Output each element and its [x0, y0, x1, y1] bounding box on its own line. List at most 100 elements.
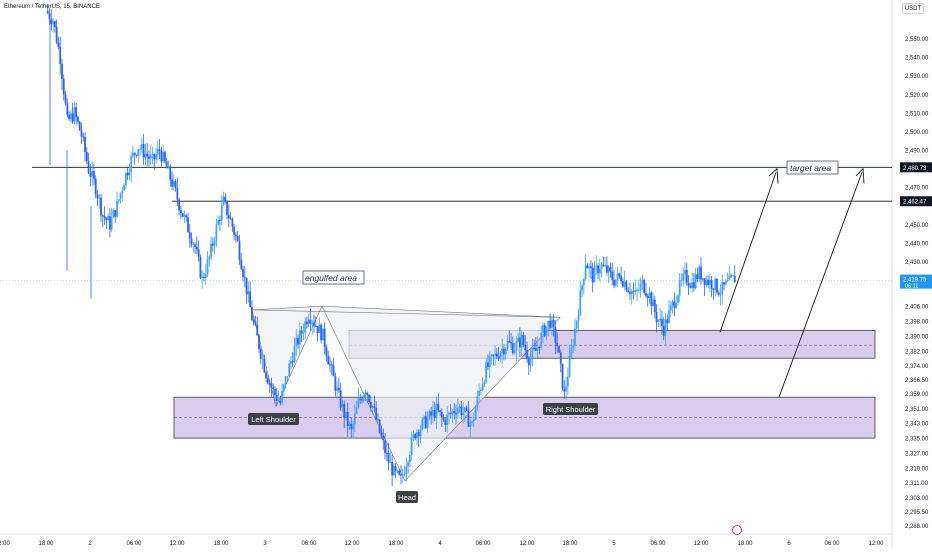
candle-body — [669, 305, 672, 311]
candle-body — [53, 21, 56, 27]
candle-body — [329, 364, 331, 366]
candle-body — [201, 276, 204, 278]
candle-body — [300, 330, 303, 334]
candle-body — [142, 144, 145, 158]
candle-body — [426, 418, 429, 428]
candle-body — [165, 161, 168, 169]
time-tick-label: 3 — [263, 541, 267, 547]
candle-body — [132, 152, 134, 156]
candle-body — [268, 383, 271, 385]
candle-body — [249, 291, 252, 307]
candle-body — [536, 346, 539, 351]
candle-body — [174, 181, 177, 188]
candle-body — [432, 410, 434, 416]
candle-body — [377, 419, 379, 421]
candle-body — [465, 407, 468, 410]
candle-body — [96, 194, 99, 199]
candle-body — [279, 400, 282, 403]
candle-body — [442, 417, 445, 421]
candle-body — [121, 190, 124, 193]
level-price-box — [900, 196, 932, 207]
candle-body — [261, 358, 264, 360]
candle-body — [307, 319, 310, 325]
candle-body — [57, 42, 60, 47]
candle-body — [164, 152, 166, 162]
candle-body — [98, 197, 101, 199]
candle-body — [373, 406, 376, 408]
candle-body — [648, 292, 651, 299]
candle-body — [105, 218, 108, 221]
candle-body — [325, 347, 328, 357]
candle-body — [295, 337, 298, 346]
price-tick-label: 2,359.00 — [905, 392, 929, 398]
candle-body — [229, 218, 232, 220]
candle-body — [378, 419, 381, 433]
candle-body — [199, 256, 202, 278]
candle-body — [581, 285, 583, 291]
candle-body — [685, 269, 688, 283]
candle-body — [703, 278, 706, 286]
candle-body — [155, 154, 157, 160]
time-tick-label: 6 — [787, 541, 791, 547]
time-tick-label: 2 — [88, 541, 92, 547]
countdown-label: 06:11 — [905, 284, 918, 290]
arrow-head-1 — [768, 167, 779, 184]
candle-body — [309, 319, 312, 324]
candle-body — [687, 282, 690, 286]
candle-body — [251, 306, 253, 321]
candle-body — [298, 330, 301, 345]
time-tick-label: 2:00 — [0, 541, 10, 547]
candle-body — [604, 265, 607, 267]
price-tick-label: 2,382.00 — [905, 349, 929, 355]
candle-body — [50, 19, 53, 24]
candle-body — [222, 196, 225, 205]
price-tick-label: 2,550.00 — [905, 37, 929, 43]
currency-button[interactable]: USDT — [902, 3, 924, 14]
candle-body — [692, 282, 695, 289]
price-tick-label: 2,366.50 — [905, 378, 929, 384]
candle-body — [64, 94, 67, 104]
candle-body — [618, 273, 621, 277]
candle-body — [559, 352, 562, 364]
candle-body — [545, 326, 548, 336]
candle-body — [77, 116, 79, 122]
time-tick-label: 4 — [438, 541, 442, 547]
current-price-label: 2,419.75 — [903, 278, 927, 284]
candle-body — [547, 320, 550, 327]
time-tick-label: 06:00 — [301, 541, 317, 547]
candle-body — [89, 172, 92, 177]
candle-body — [274, 389, 276, 395]
candle-body — [524, 344, 527, 351]
candle-body — [259, 348, 262, 359]
candle-body — [671, 301, 674, 306]
price-tick-label: 2,490.00 — [905, 149, 929, 155]
candle-body — [472, 419, 475, 422]
candle-body — [510, 342, 512, 344]
candle-body — [469, 422, 472, 427]
candle-body — [680, 280, 683, 281]
candle-body — [723, 282, 725, 285]
candle-body — [362, 395, 365, 401]
candle-body — [511, 343, 514, 354]
candle-body — [483, 381, 486, 385]
candle-body — [492, 354, 495, 356]
candle-body — [678, 280, 681, 296]
candle-body — [533, 348, 536, 349]
candle-body — [451, 411, 454, 414]
candle-body — [694, 274, 697, 289]
left-shoulder-label: Left Shoulder — [251, 415, 296, 424]
candle-body — [416, 432, 418, 439]
candle-body — [424, 416, 427, 428]
candle-body — [540, 332, 543, 348]
price-tick-label: 2,406.00 — [905, 305, 929, 311]
price-tick-label: 2,440.00 — [905, 241, 929, 247]
candle-body — [330, 364, 333, 366]
price-tick-label: 2,540.00 — [905, 56, 929, 62]
candle-body — [517, 337, 520, 342]
candle-body — [623, 281, 626, 287]
candle-body — [290, 361, 292, 364]
price-tick-label: 2,374.00 — [905, 364, 929, 370]
candle-body — [662, 325, 665, 336]
